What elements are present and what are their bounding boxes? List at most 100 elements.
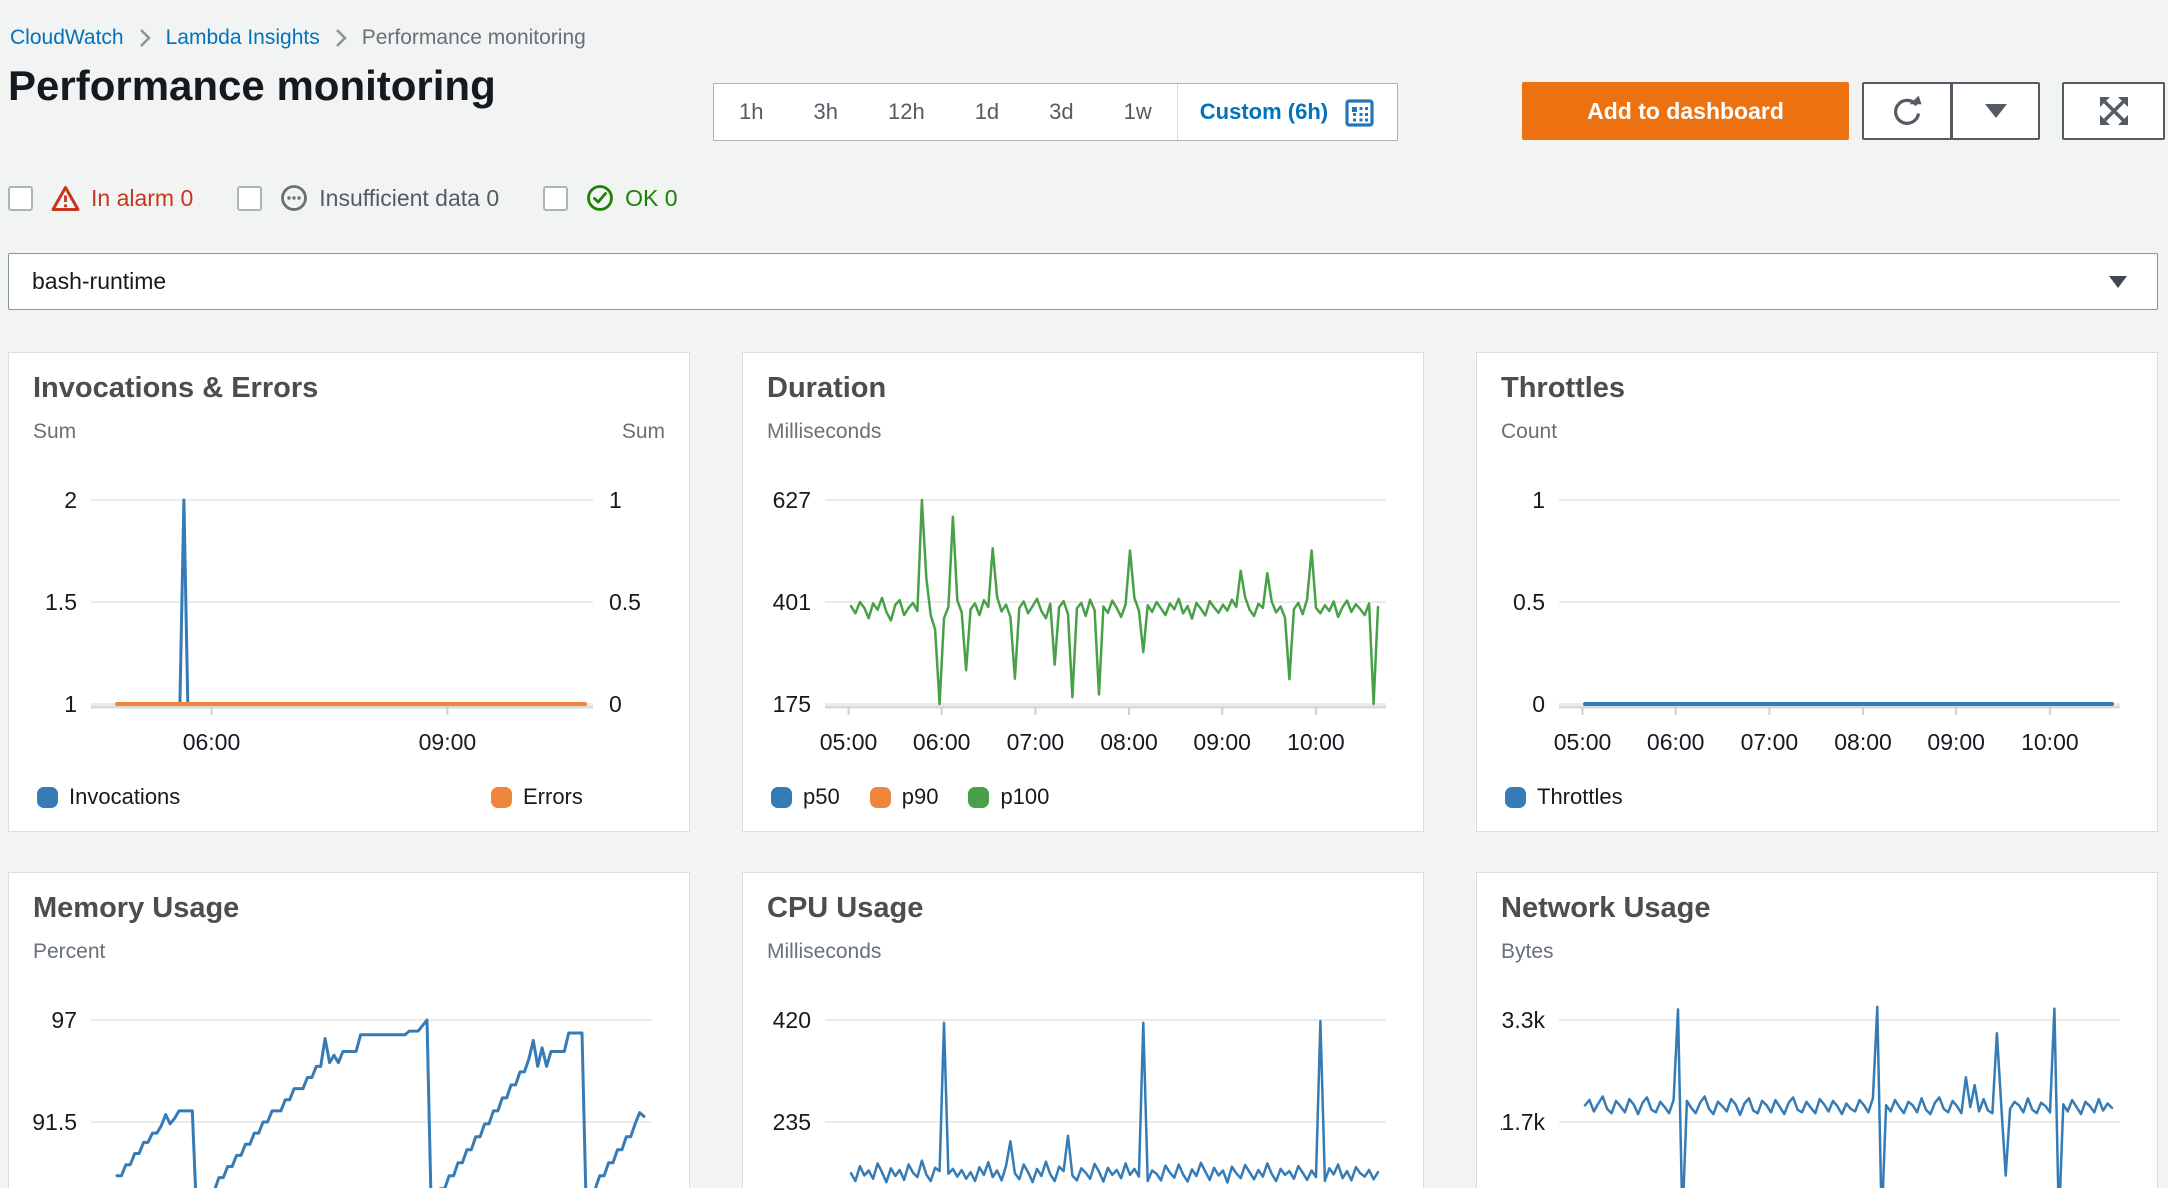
svg-text:10:00: 10:00 [2021, 729, 2079, 755]
caret-down-icon [2107, 274, 2129, 290]
filter-label: OK 0 [625, 184, 678, 211]
left-axis-unit: Count [1501, 420, 1558, 443]
insufficient-data-icon [279, 183, 309, 213]
duration-chart-canvas[interactable]: 627 401 175 05:00 06:00 07:00 08:00 09:00 10:00 [767, 452, 1401, 782]
svg-text:08:00: 08:00 [1100, 729, 1158, 755]
refresh-button-group [1862, 82, 2040, 140]
svg-text:09:00: 09:00 [1927, 729, 1985, 755]
ok-checkbox[interactable] [543, 185, 569, 211]
breadcrumb-current: Performance monitoring [361, 26, 586, 49]
expand-icon [2096, 93, 2132, 129]
filter-in-alarm: In alarm 0 [8, 184, 193, 213]
ok-check-icon [585, 183, 615, 213]
chevron-right-icon [138, 27, 152, 49]
chart-title: CPU Usage [767, 892, 924, 924]
breadcrumb-cloudwatch[interactable]: CloudWatch [10, 26, 124, 49]
charts-grid: Invocations & Errors Sum Sum 2 1 1.5 0.5 1 0 0… [8, 352, 2158, 1188]
svg-text:1.5: 1.5 [45, 589, 77, 615]
time-range-1w[interactable]: 1w [1123, 99, 1152, 124]
refresh-options-button[interactable] [1952, 82, 2040, 140]
legend-item[interactable]: Throttles [1505, 784, 1623, 810]
chart-title: Duration [767, 372, 887, 404]
function-select-value: bash-runtime [32, 268, 167, 294]
svg-text:1: 1 [609, 487, 622, 513]
alarm-filters: In alarm 0 Insufficient data 0 OK 0 [8, 183, 722, 213]
breadcrumb-lambda-insights[interactable]: Lambda Insights [165, 26, 320, 49]
svg-text:05:00: 05:00 [820, 729, 878, 755]
legend-item[interactable]: p50 [771, 784, 840, 810]
chart-card-invocations-errors: Invocations & Errors Sum Sum 2 1 1.5 0.5 1 0 0… [8, 352, 690, 832]
chart-legend: p50 p90 p100 [767, 784, 1399, 810]
svg-text:07:00: 07:00 [1741, 729, 1799, 755]
legend-swatch [491, 786, 512, 808]
svg-text:05:00: 05:00 [1554, 729, 1612, 755]
svg-text:420: 420 [773, 1007, 811, 1033]
function-select[interactable]: bash-runtime [8, 253, 2158, 310]
legend-label: p90 [901, 784, 939, 809]
svg-text:06:00: 06:00 [1647, 729, 1705, 755]
fullscreen-button[interactable] [2062, 82, 2165, 140]
filter-label: In alarm 0 [91, 184, 194, 211]
refresh-icon [1888, 92, 1926, 130]
filter-label: Insufficient data 0 [319, 184, 500, 211]
left-axis-unit: Milliseconds [767, 420, 882, 443]
svg-text:235: 235 [773, 1109, 811, 1135]
legend-swatch [771, 786, 792, 808]
legend-item[interactable]: Errors [491, 784, 583, 810]
alarm-triangle-icon [50, 184, 81, 213]
time-range-custom[interactable]: Custom (6h) [1176, 84, 1397, 140]
time-range-1d[interactable]: 1d [974, 99, 1000, 124]
network-usage-chart-canvas[interactable]: 23.3k11.7k0.1k [1501, 972, 2135, 1188]
time-range-3d[interactable]: 3d [1049, 99, 1074, 124]
svg-text:11.7k: 11.7k [1501, 1109, 1545, 1135]
legend-label: Errors [523, 784, 583, 809]
legend-label: Throttles [1537, 784, 1623, 809]
left-axis-unit: Sum [33, 420, 77, 443]
add-to-dashboard-button[interactable]: Add to dashboard [1522, 82, 1849, 140]
legend-item[interactable]: p100 [968, 784, 1049, 810]
legend-swatch [37, 786, 58, 808]
svg-text:627: 627 [773, 487, 811, 513]
svg-text:08:00: 08:00 [1834, 729, 1892, 755]
svg-text:23.3k: 23.3k [1501, 1007, 1545, 1033]
refresh-button[interactable] [1862, 82, 1952, 140]
svg-text:91.5: 91.5 [33, 1109, 77, 1135]
throttles-chart-canvas[interactable]: 1 0.5 0 05:00 06:00 07:00 08:00 09:00 10:00 [1501, 452, 2135, 782]
legend-item[interactable]: p90 [869, 784, 939, 810]
right-axis-unit: Sum [621, 420, 665, 443]
cpu-usage-chart-canvas[interactable]: 42023550 [767, 972, 1401, 1188]
chart-legend: Throttles [1501, 784, 2133, 810]
custom-range-label: Custom (6h) [1199, 99, 1329, 124]
svg-text:0: 0 [1532, 691, 1545, 717]
invocations-errors-chart-canvas[interactable]: 2 1 1.5 0.5 1 0 06:00 09:00 [33, 452, 667, 782]
chart-title: Memory Usage [33, 892, 240, 924]
left-axis-unit: Bytes [1501, 940, 1554, 963]
left-axis-unit: Milliseconds [767, 940, 882, 963]
chart-card-network-usage: Network Usage Bytes 23.3k11.7k0.1k [1476, 872, 2158, 1188]
filter-ok: OK 0 [543, 183, 678, 213]
legend-item[interactable]: Invocations [37, 784, 180, 810]
legend-swatch [1505, 786, 1526, 808]
legend-label: p50 [803, 784, 840, 809]
caret-down-icon [1982, 101, 2010, 121]
in-alarm-checkbox[interactable] [8, 185, 33, 211]
time-range-1h[interactable]: 1h [739, 99, 764, 124]
page-title: Performance monitoring [8, 62, 496, 109]
time-range-3h[interactable]: 3h [813, 99, 838, 124]
svg-text:97: 97 [51, 1007, 77, 1033]
chevron-right-icon [334, 27, 348, 49]
time-range-12h[interactable]: 12h [887, 99, 925, 124]
legend-label: p100 [1000, 784, 1050, 809]
chart-title: Throttles [1501, 372, 1626, 404]
chart-legend: Invocations Errors [33, 784, 665, 810]
breadcrumb: CloudWatch Lambda Insights Performance m… [10, 26, 586, 50]
insufficient-data-checkbox[interactable] [237, 185, 263, 211]
chart-card-duration: Duration Milliseconds 627 401 175 05:00 06:0… [742, 352, 1424, 832]
chart-card-throttles: Throttles Count 1 0.5 0 05:00 06:00 07:00 08:0… [1476, 352, 2158, 832]
left-axis-unit: Percent [33, 940, 106, 963]
svg-text:10:00: 10:00 [1287, 729, 1345, 755]
svg-text:175: 175 [773, 691, 811, 717]
